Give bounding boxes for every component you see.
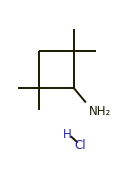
Text: NH₂: NH₂: [89, 105, 111, 118]
Text: H: H: [63, 128, 72, 141]
Text: Cl: Cl: [75, 139, 86, 152]
